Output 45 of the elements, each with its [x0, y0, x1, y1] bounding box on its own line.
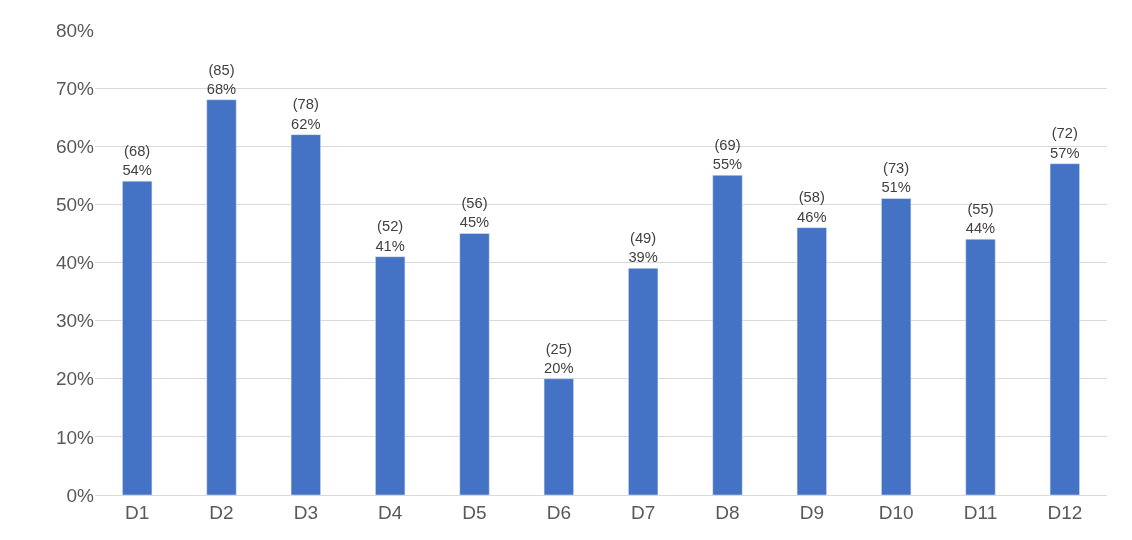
x-tick-label: D4 [378, 501, 403, 523]
x-tick-label: D11 [963, 501, 998, 523]
bar [965, 239, 996, 495]
bar [881, 198, 912, 495]
data-label: (25) 20% [544, 340, 574, 376]
data-label: (78) 62% [291, 96, 321, 132]
bar [290, 134, 321, 495]
x-tick-label: D12 [1047, 501, 1083, 523]
x-tick-label: D6 [546, 501, 571, 523]
bar [628, 268, 659, 495]
bar [206, 99, 237, 495]
y-tick-label: 80% [55, 19, 95, 41]
data-label: (68) 54% [122, 142, 152, 179]
data-label: (58) 46% [797, 189, 827, 225]
x-tick-label: D5 [462, 501, 487, 523]
x-tick-label: D8 [715, 501, 740, 523]
bar [796, 227, 827, 495]
bar [459, 233, 490, 495]
x-tick-label: D3 [293, 501, 318, 523]
x-tick-label: D10 [878, 501, 914, 523]
data-label: (49) 39% [628, 230, 658, 266]
data-label: (52) 41% [375, 218, 405, 254]
y-tick-label: 30% [55, 310, 95, 332]
x-tick-label: D1 [125, 501, 150, 523]
bar [1049, 163, 1080, 495]
y-tick-label: 50% [55, 194, 95, 216]
bar [375, 256, 406, 495]
data-label: (85) 68% [206, 61, 237, 97]
y-tick-label: 10% [55, 426, 95, 448]
data-label: (55) 44% [965, 201, 996, 237]
y-tick-label: 20% [55, 368, 95, 390]
y-tick-label: 60% [55, 135, 95, 157]
y-tick-label: 40% [55, 252, 95, 274]
bar [543, 378, 574, 495]
x-tick-label: D2 [209, 501, 234, 523]
data-label: (73) 51% [881, 160, 911, 196]
y-tick-label: 0% [66, 484, 95, 506]
y-tick-label: 70% [55, 77, 95, 99]
data-label: (56) 45% [459, 195, 490, 231]
bar [122, 180, 153, 495]
x-tick-label: D7 [631, 501, 656, 523]
bar [712, 175, 743, 495]
data-label: (72) 57% [1050, 125, 1080, 161]
data-label: (69) 55% [712, 137, 743, 173]
x-tick-label: D9 [799, 501, 824, 523]
